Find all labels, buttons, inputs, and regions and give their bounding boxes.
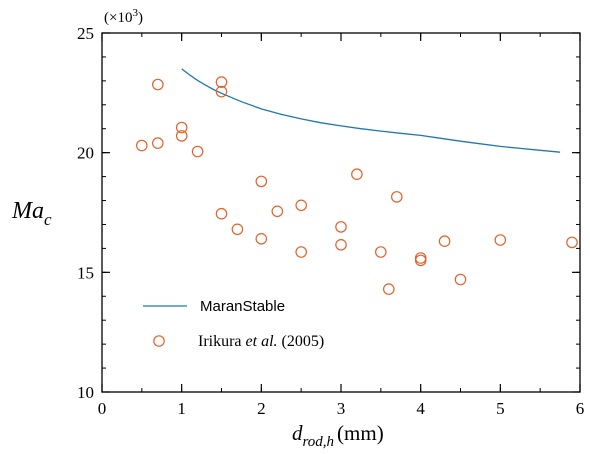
x-axis-title-unit: (mm): [337, 421, 384, 445]
y-axis-title-base: Ma: [11, 198, 44, 224]
data-point-irikura: [390, 191, 403, 203]
data-point-irikura: [494, 234, 507, 246]
data-point-irikura: [215, 76, 228, 88]
x-tick-label: 4: [416, 399, 425, 418]
data-point-irikura: [136, 139, 148, 152]
series-layer: [136, 68, 578, 295]
data-point-irikura: [374, 246, 387, 258]
x-axis-title-base: d: [292, 421, 303, 445]
data-point-irikura: [566, 236, 578, 249]
x-tick-label: 2: [257, 399, 266, 418]
y-axis-title: Mac: [11, 198, 52, 229]
data-point-irikura: [175, 130, 188, 142]
data-point-irikura: [414, 252, 427, 264]
x-axis-title: drod,h (mm): [292, 421, 384, 449]
data-point-irikura: [382, 283, 395, 295]
data-point-irikura: [152, 137, 164, 149]
data-point-irikura: [215, 85, 228, 98]
y-tick-label: 25: [77, 24, 94, 43]
data-point-irikura: [351, 168, 363, 180]
data-point-irikura: [414, 254, 427, 267]
legend: MaranStable Irikura et al. (2005): [143, 298, 324, 350]
legend-irikura-italic: et al.: [246, 333, 278, 350]
data-point-irikura: [335, 239, 347, 251]
multiplier-close: ): [138, 10, 143, 26]
data-point-irikura: [271, 205, 284, 218]
data-point-irikura: [255, 233, 268, 245]
x-tick-label: 1: [177, 399, 186, 418]
data-point-irikura: [454, 273, 467, 286]
series-line-maranstable: [181, 68, 561, 153]
data-point-irikura: [255, 175, 268, 188]
x-tick-label: 5: [496, 399, 505, 418]
plot-frame: [101, 32, 581, 393]
x-tick-label: 0: [98, 399, 107, 418]
x-axis-title-sub: rod,h: [303, 434, 335, 449]
legend-label-maranstable: MaranStable: [200, 298, 285, 315]
ticks: 0 1 2 3 4 5 6 10 15 20 25: [77, 24, 584, 418]
legend-irikura-post: (2005): [278, 333, 325, 350]
multiplier-exponent: 3: [132, 7, 138, 19]
legend-label-irikura: Irikura et al. (2005): [198, 333, 324, 350]
x-tick-label: 6: [576, 399, 585, 418]
data-point-irikura: [231, 223, 244, 236]
data-point-irikura: [215, 207, 228, 220]
axes: [101, 32, 581, 393]
x-tick-label: 3: [337, 399, 346, 418]
legend-irikura-pre: Irikura: [198, 333, 246, 350]
data-point-irikura: [191, 145, 204, 158]
y-axis-title-sub: c: [44, 210, 52, 229]
data-point-irikura: [335, 221, 347, 233]
y-multiplier-label: (×103): [104, 7, 143, 26]
legend-circle-marker: [153, 335, 165, 347]
y-tick-label: 20: [77, 144, 94, 163]
data-point-irikura: [438, 235, 451, 247]
data-point-irikura: [152, 78, 164, 91]
data-point-irikura: [295, 246, 307, 258]
y-tick-label: 10: [77, 383, 94, 402]
data-point-irikura: [295, 199, 307, 212]
data-point-irikura: [175, 121, 188, 134]
y-tick-label: 15: [77, 263, 94, 282]
multiplier-open: (×10: [104, 10, 132, 26]
